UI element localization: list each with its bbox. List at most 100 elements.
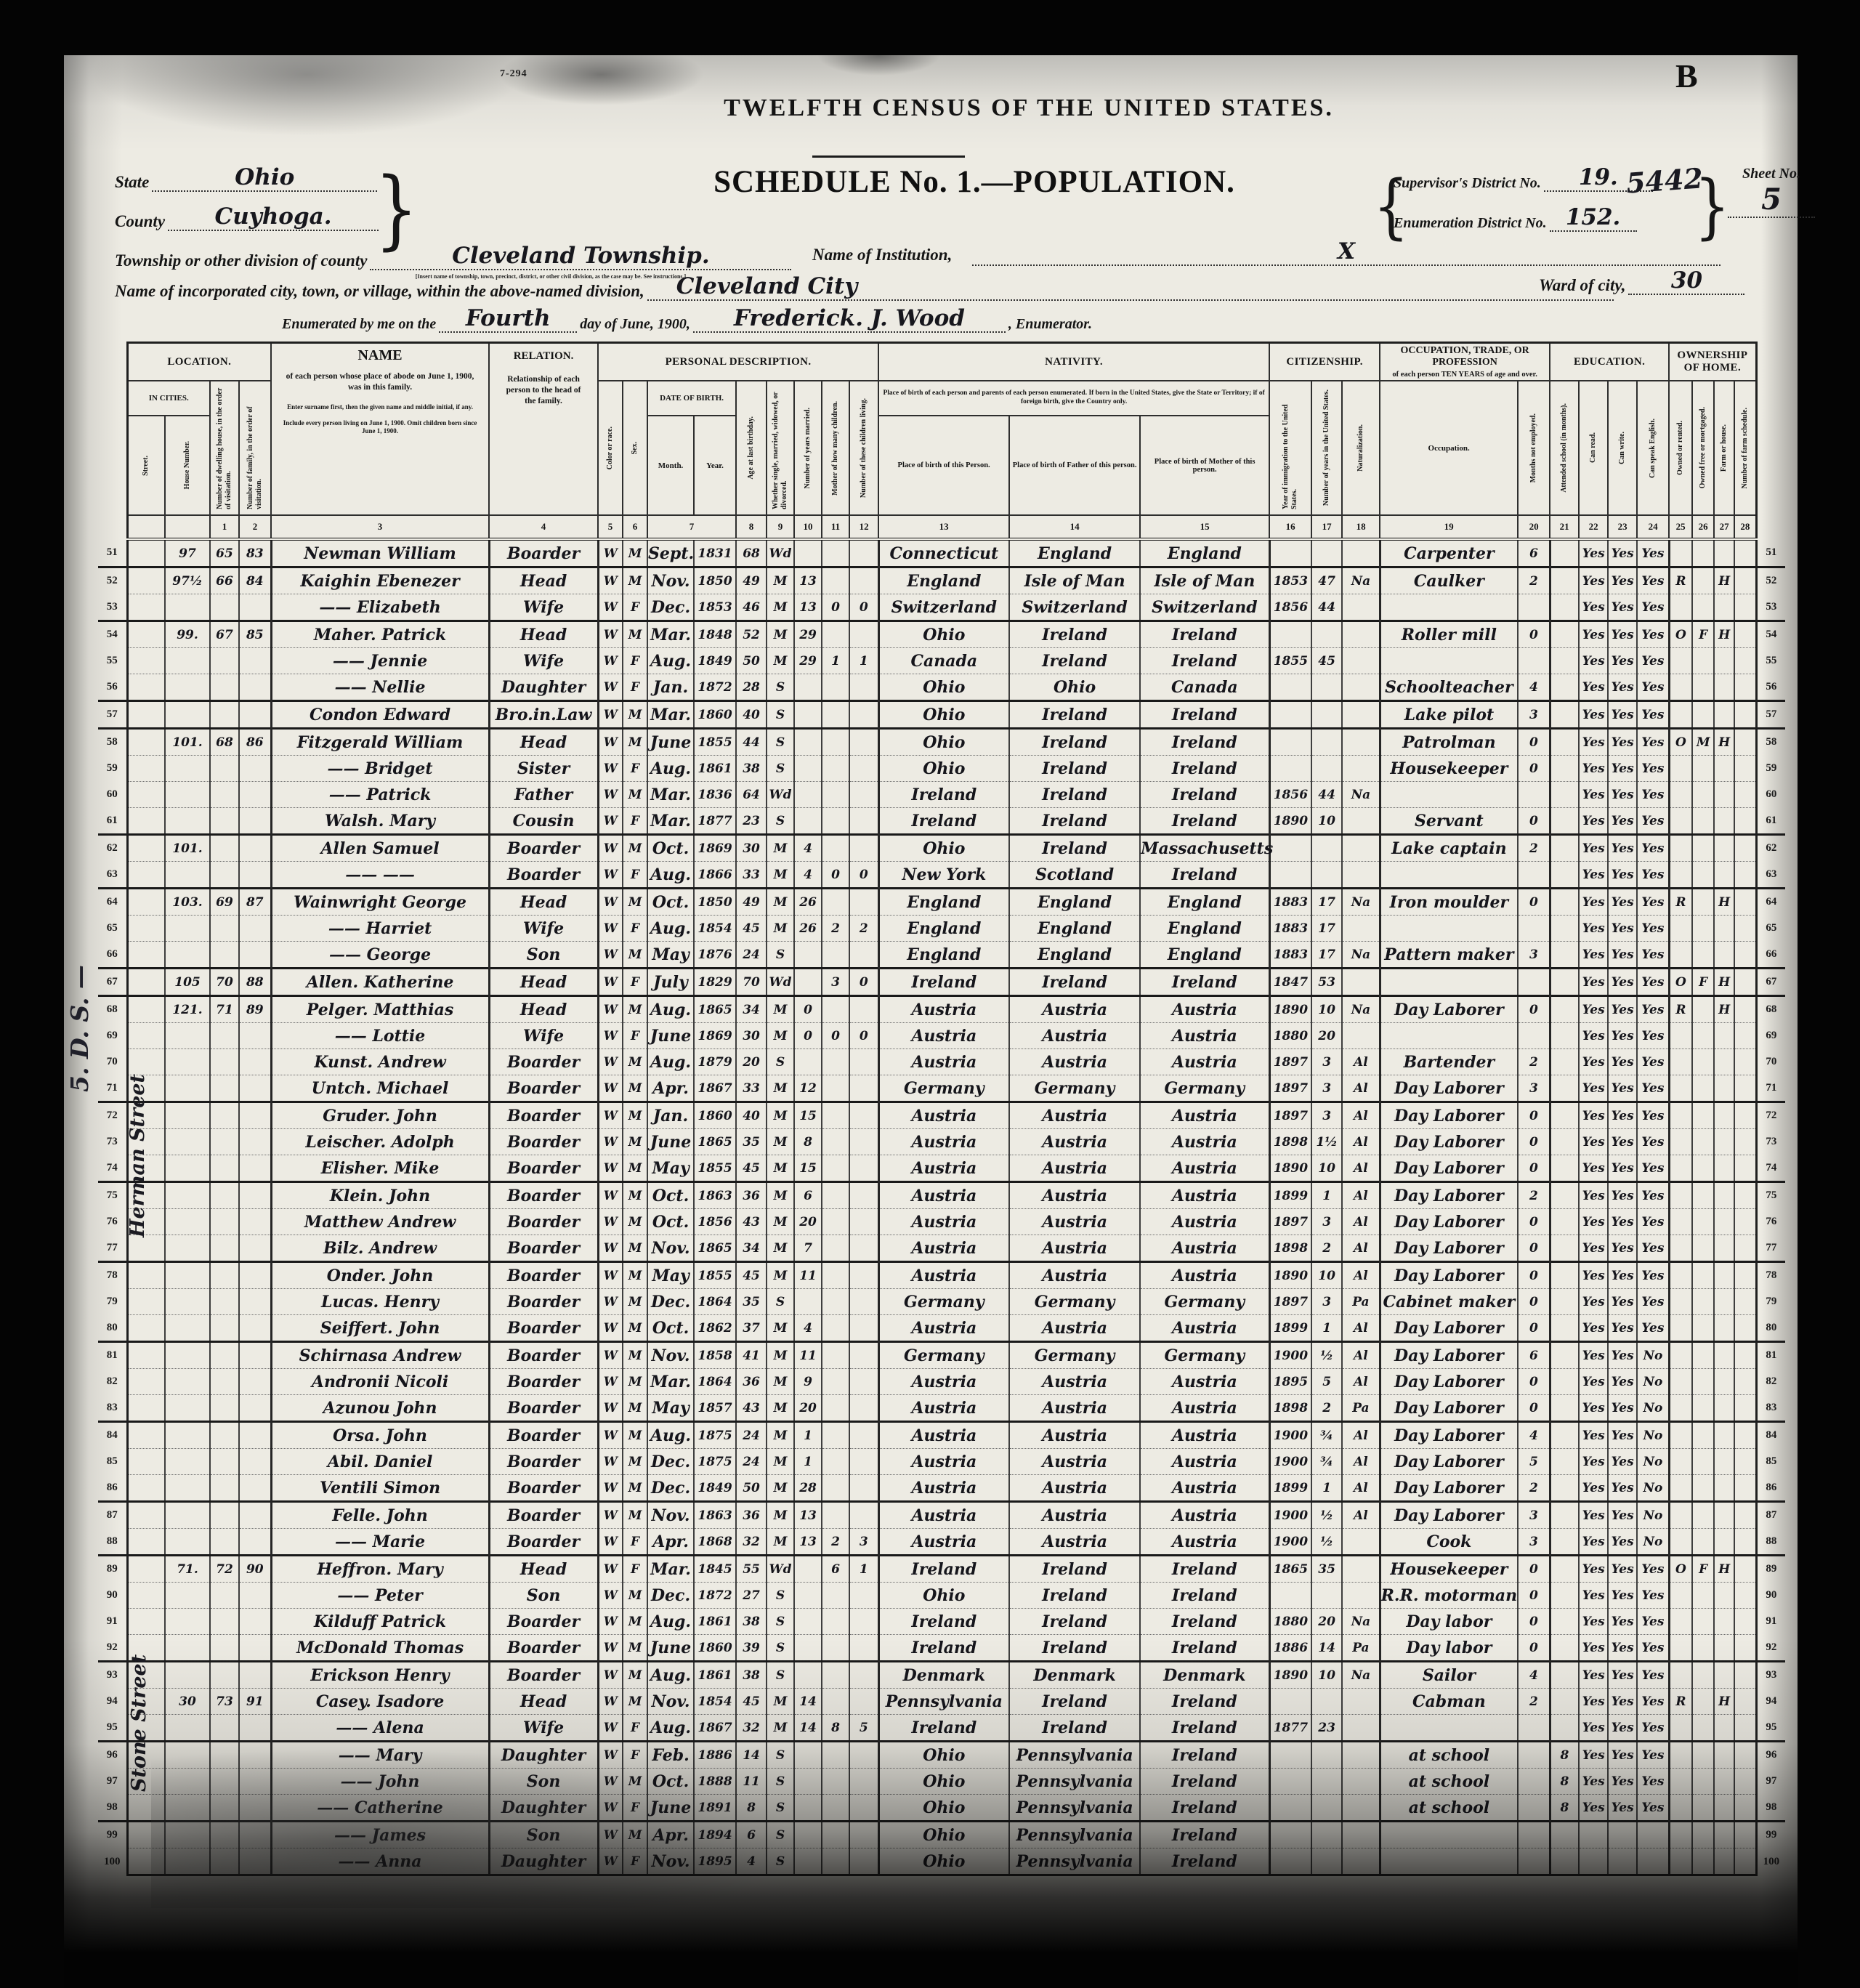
table-row: 72 Gruder. John Boarder W M Jan. 1860 40 M 15 Aust… — [98, 1101, 1786, 1129]
cell-c: W — [597, 755, 624, 782]
cell-c: W — [597, 915, 624, 942]
cell-occ: at school — [1378, 1794, 1519, 1822]
cell-bp: Canada — [877, 647, 1011, 674]
cell-c: W — [597, 807, 624, 835]
cell-mc — [821, 1181, 851, 1209]
cell-rd: Yes — [1578, 1554, 1609, 1583]
cell-c: W — [597, 1341, 624, 1369]
line-number-left: 62 — [98, 833, 129, 862]
cell-im: 1900 — [1268, 1421, 1313, 1449]
cell-mne — [1517, 915, 1551, 942]
cell-o3 — [1713, 1155, 1736, 1182]
table-row: 77 Bilz. Andrew Boarder W M Nov. 1865 34 M 7 Austr… — [98, 1235, 1786, 1262]
cell-cl — [849, 1155, 880, 1182]
cell-yus — [1311, 1582, 1343, 1609]
table-row: 51 97 65 83 Newman William Boarder W M Sept. 1831… — [98, 539, 1786, 567]
table-row: 81 Schirnasa Andrew Boarder W M Nov. 1858 41 M 11… — [98, 1341, 1786, 1369]
title-rule — [812, 155, 965, 158]
state-county-brace: } — [374, 158, 418, 259]
col-header-birthplace-father: Place of birth of Father of this person. — [1008, 415, 1141, 516]
cell-bp: New York — [877, 861, 1011, 889]
cell-yus: ½ — [1311, 1500, 1343, 1529]
cell-o2 — [1691, 1448, 1715, 1475]
cell-rd: Yes — [1578, 674, 1609, 701]
enumerator-name-value: Frederick. J. Wood — [692, 305, 1006, 333]
cell-mne: 0 — [1517, 1101, 1551, 1129]
cell-ym — [793, 1634, 823, 1662]
column-number: 18 — [1341, 514, 1381, 541]
cell-ms: M — [766, 1208, 796, 1235]
cell-bp: Austria — [877, 1500, 1011, 1529]
cell-fbp: Denmark — [1008, 1660, 1141, 1689]
line-number-left: 99 — [98, 1820, 129, 1848]
cell-age: 55 — [735, 1554, 768, 1583]
cell-mne: 0 — [1517, 1288, 1551, 1315]
cell-st — [126, 1314, 166, 1342]
cell-mc — [821, 1394, 851, 1422]
column-number: 7 — [647, 514, 737, 541]
cell-bp: Ireland — [877, 781, 1011, 808]
cell-ym: 12 — [793, 1075, 823, 1102]
cell-en: No — [1636, 1500, 1670, 1529]
cell-im: 1890 — [1268, 995, 1313, 1023]
cell-en: No — [1636, 1421, 1670, 1449]
cell-mbp: Isle of Man — [1139, 566, 1271, 594]
cell-o3 — [1713, 807, 1736, 835]
cell-yus: 10 — [1311, 1660, 1343, 1689]
cell-h — [164, 1848, 211, 1876]
cell-fbp: Ireland — [1008, 1582, 1141, 1609]
census-sheet: 7-294 B TWELFTH CENSUS OF THE UNITED STA… — [64, 55, 1815, 1988]
cell-c: W — [597, 1474, 624, 1502]
city-field: Name of incorporated city, town, or vill… — [115, 273, 1614, 301]
cell-o1 — [1667, 1421, 1694, 1449]
table-row: 55 —— Jennie Wife W F Aug. 1849 50 M 29 1 1 Canada Ir… — [98, 647, 1786, 674]
cell-c: W — [597, 1421, 624, 1449]
cell-name: Leischer. Adolph — [270, 1128, 490, 1155]
cell-occ: Day Laborer — [1378, 1261, 1519, 1289]
cell-o2 — [1691, 1314, 1715, 1342]
table-row: 85 Abil. Daniel Boarder W M Dec. 1875 24 M 1 Austr… — [98, 1448, 1786, 1475]
cell-name: Allen. Katherine — [270, 967, 490, 996]
cell-name: Kunst. Andrew — [270, 1048, 490, 1075]
cell-s: M — [622, 833, 649, 862]
cell-rel: Boarder — [488, 1528, 599, 1556]
cell-o2 — [1691, 594, 1715, 621]
cell-fbp: Pennsylvania — [1008, 1794, 1141, 1822]
cell-age: 70 — [735, 967, 768, 996]
cell-age: 14 — [735, 1740, 768, 1769]
cell-occ: Lake pilot — [1378, 700, 1519, 729]
cell-bm: Apr. — [647, 1528, 695, 1556]
cell-rel: Boarder — [488, 1128, 599, 1155]
cell-c: W — [597, 1314, 624, 1342]
cell-im — [1268, 833, 1313, 862]
cell-mne: 0 — [1517, 620, 1551, 648]
column-number: 27 — [1713, 514, 1736, 541]
ward-field: Ward of city, 30 — [1539, 267, 1745, 295]
cell-name: McDonald Thomas — [270, 1634, 490, 1662]
cell-st — [126, 1128, 166, 1155]
cell-o4 — [1734, 1261, 1758, 1289]
cell-ms: M — [766, 1075, 796, 1102]
cell-mbp: Ireland — [1139, 1688, 1271, 1715]
cell-yus: 3 — [1311, 1208, 1343, 1235]
cell-wr: Yes — [1607, 647, 1638, 674]
cell-o2 — [1691, 1500, 1715, 1529]
line-number-left: 59 — [98, 755, 129, 782]
column-number: 11 — [821, 514, 851, 541]
cell-o1 — [1667, 647, 1694, 674]
cell-bm: Oct. — [647, 1208, 695, 1235]
line-number-right: 63 — [1755, 861, 1786, 889]
cell-s: F — [622, 807, 649, 835]
cell-ym: 9 — [793, 1368, 823, 1395]
cell-rd: Yes — [1578, 1608, 1609, 1635]
col-header-years-married: Number of years married. — [793, 380, 823, 516]
line-number-left: 65 — [98, 915, 129, 942]
cell-nat — [1341, 1582, 1381, 1609]
cell-yus: 3 — [1311, 1101, 1343, 1129]
cell-ms: M — [766, 1261, 796, 1289]
cell-fbp: Germany — [1008, 1341, 1141, 1369]
cell-rel: Daughter — [488, 1848, 599, 1876]
cell-bp: Ireland — [877, 1634, 1011, 1662]
cell-c: W — [597, 1582, 624, 1609]
cell-mc — [821, 1500, 851, 1529]
